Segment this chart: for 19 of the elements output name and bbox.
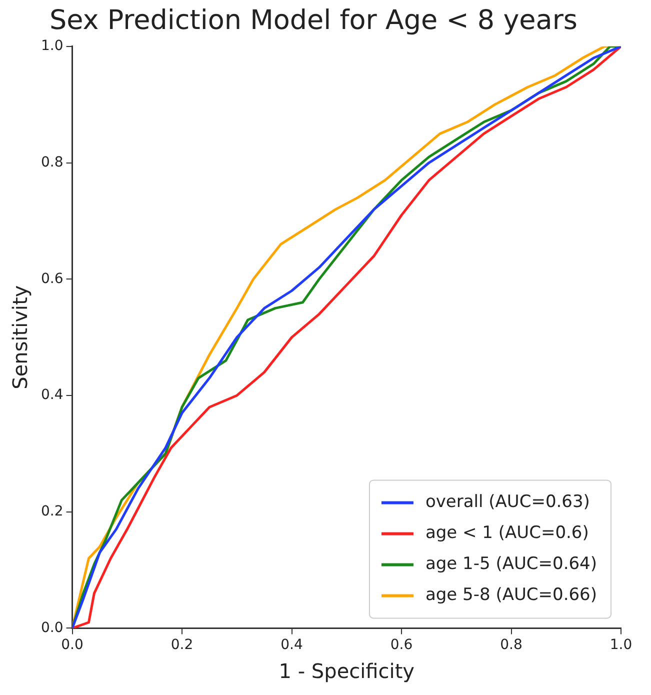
legend-label: overall (AUC=0.63)	[425, 492, 590, 512]
legend-label: age < 1 (AUC=0.6)	[425, 523, 589, 544]
x-axis-title: 1 - Specificity	[278, 659, 415, 684]
y-tick-label: 1.0	[41, 38, 64, 54]
legend-label: age 1-5 (AUC=0.64)	[425, 554, 598, 574]
legend-label: age 5-8 (AUC=0.66)	[425, 585, 598, 606]
x-tick-label: 1.0	[610, 637, 632, 654]
chart-title: Sex Prediction Model for Age < 8 years	[50, 5, 578, 36]
x-tick-label: 0.2	[170, 637, 194, 654]
x-tick-label: 0.8	[500, 637, 522, 654]
y-tick-label: 0.0	[41, 620, 64, 636]
x-tick-label: 0.4	[280, 637, 303, 654]
y-tick-label: 0.4	[41, 387, 64, 404]
y-axis-title: Sensitivity	[8, 285, 32, 390]
y-tick-label: 0.8	[41, 154, 64, 170]
y-tick-label: 0.6	[41, 270, 64, 287]
x-tick-label: 0.6	[390, 637, 413, 654]
y-tick-label: 0.2	[41, 503, 64, 520]
x-tick-label: 0.0	[61, 637, 84, 654]
